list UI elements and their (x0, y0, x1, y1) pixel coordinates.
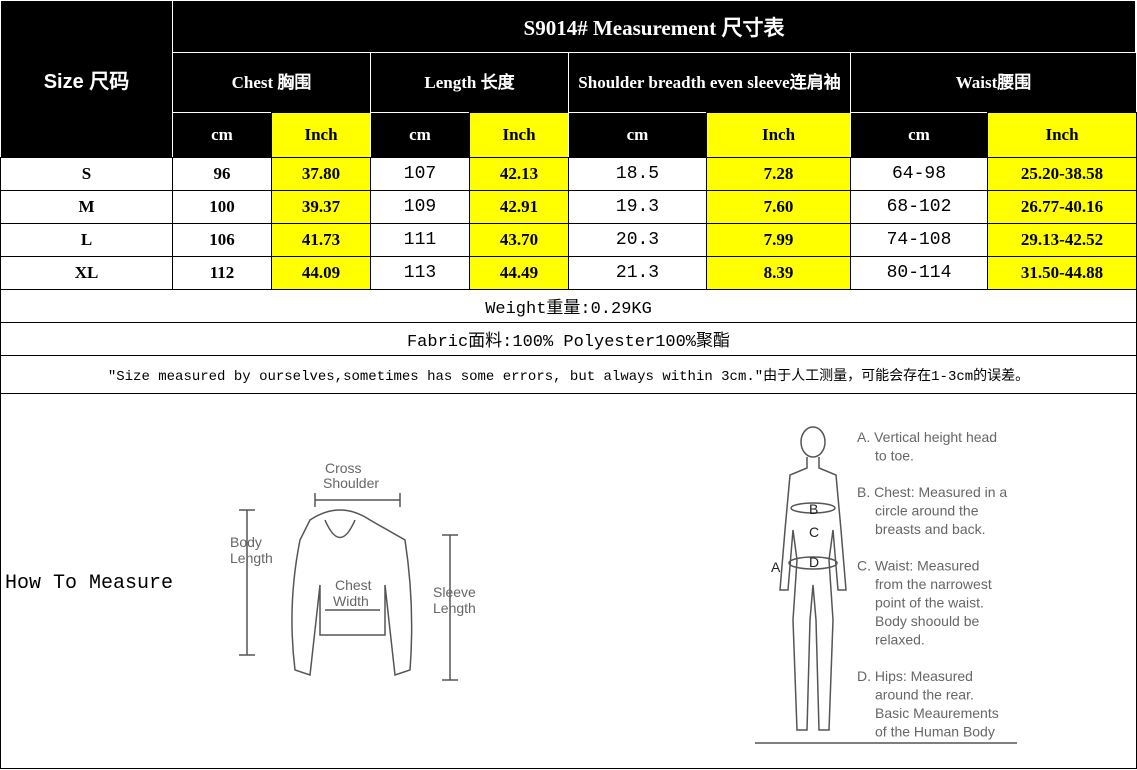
body-note-line: from the narrowest (875, 576, 992, 592)
letter-a: A (771, 559, 781, 575)
garment-diagram: Cross Shoulder Body Length Chest Width S… (230, 460, 476, 681)
unit-header: cm (850, 112, 988, 158)
fabric-info: Fabric面料:100% Polyester100%聚酯 (0, 322, 1137, 356)
measurement-cell: 29.13-42.52 (987, 223, 1137, 257)
measurement-cell: 42.13 (469, 157, 569, 191)
body-length-label: Body (230, 534, 262, 550)
unit-header: Inch (469, 112, 569, 158)
measurement-cell: 31.50-44.88 (987, 256, 1137, 290)
chest-width-label: Chest (335, 577, 372, 593)
body-note-line: around the rear. (875, 687, 974, 703)
weight-info: Weight重量:0.29KG (0, 289, 1137, 323)
how-to-measure-label: How To Measure (5, 572, 174, 595)
size-label: S (0, 157, 173, 191)
body-note-line: Basic Meaurements (875, 705, 999, 721)
unit-header: Inch (271, 112, 371, 158)
measurement-cell: 44.09 (271, 256, 371, 290)
cross-shoulder-label: Cross (325, 460, 362, 476)
letter-d: D (809, 554, 819, 570)
sleeve-length-label: Sleeve (433, 584, 476, 600)
measurement-cell: 7.28 (706, 157, 851, 191)
measurement-cell: 19.3 (568, 190, 707, 224)
body-length-label-2: Length (230, 550, 273, 566)
measurement-cell: 68-102 (850, 190, 988, 224)
unit-header: Inch (706, 112, 851, 158)
chest-width-label-2: Width (333, 593, 369, 609)
body-note-line: D. Hips: Measured (857, 668, 973, 684)
body-note-line: to toe. (875, 448, 914, 464)
measurement-cell: 64-98 (850, 157, 988, 191)
human-body-diagram: A B C D A. Vertical height head to toe. B.… (755, 426, 1017, 744)
body-note-line: relaxed. (875, 632, 925, 648)
measurement-cell: 96 (172, 157, 272, 191)
body-note-line: A. Vertical height head (857, 429, 997, 445)
unit-header: Inch (987, 112, 1137, 158)
group-header: Chest 胸围 (172, 52, 371, 113)
unit-header: cm (568, 112, 707, 158)
group-header: Length 长度 (370, 52, 569, 113)
table-title: S9014# Measurement 尺寸表 (172, 0, 1136, 53)
cross-shoulder-label-2: Shoulder (323, 475, 379, 491)
body-note-line: point of the waist. (875, 595, 984, 611)
measurement-cell: 25.20-38.58 (987, 157, 1137, 191)
measurement-note: "Size measured by ourselves,sometimes ha… (0, 355, 1137, 394)
measurement-cell: 21.3 (568, 256, 707, 290)
measurement-cell: 80-114 (850, 256, 988, 290)
measurement-cell: 74-108 (850, 223, 988, 257)
letter-b: B (809, 501, 818, 517)
size-label: M (0, 190, 173, 224)
body-note-line: C. Waist: Measured (857, 558, 979, 574)
measurement-cell: 7.60 (706, 190, 851, 224)
size-label: L (0, 223, 173, 257)
group-header: Shoulder breadth even sleeve连肩袖 (568, 52, 851, 113)
unit-header: cm (172, 112, 272, 158)
measurement-cell: 106 (172, 223, 272, 257)
measurement-cell: 44.49 (469, 256, 569, 290)
body-note-line: B. Chest: Measured in a (857, 484, 1007, 500)
unit-header: cm (370, 112, 470, 158)
measurement-cell: 7.99 (706, 223, 851, 257)
measurement-cell: 41.73 (271, 223, 371, 257)
measurement-cell: 111 (370, 223, 470, 257)
measurement-cell: 42.91 (469, 190, 569, 224)
group-header: Waist腰围 (850, 52, 1137, 113)
size-header: Size 尺码 (0, 0, 173, 158)
measurement-cell: 112 (172, 256, 272, 290)
measurement-cell: 8.39 (706, 256, 851, 290)
body-note-line: Body shoould be (875, 613, 980, 629)
size-label: XL (0, 256, 173, 290)
measurement-cell: 107 (370, 157, 470, 191)
measurement-cell: 113 (370, 256, 470, 290)
measurement-cell: 43.70 (469, 223, 569, 257)
measurement-cell: 39.37 (271, 190, 371, 224)
measurement-cell: 20.3 (568, 223, 707, 257)
body-note-line: circle around the (875, 503, 979, 519)
measurement-cell: 37.80 (271, 157, 371, 191)
body-note-line: breasts and back. (875, 521, 986, 537)
letter-c: C (809, 524, 819, 540)
measurement-cell: 26.77-40.16 (987, 190, 1137, 224)
measurement-cell: 109 (370, 190, 470, 224)
measurement-cell: 18.5 (568, 157, 707, 191)
body-note-line: of the Human Body (875, 724, 995, 740)
sleeve-length-label-2: Length (433, 600, 476, 616)
how-to-measure-section (0, 393, 1137, 769)
measurement-cell: 100 (172, 190, 272, 224)
